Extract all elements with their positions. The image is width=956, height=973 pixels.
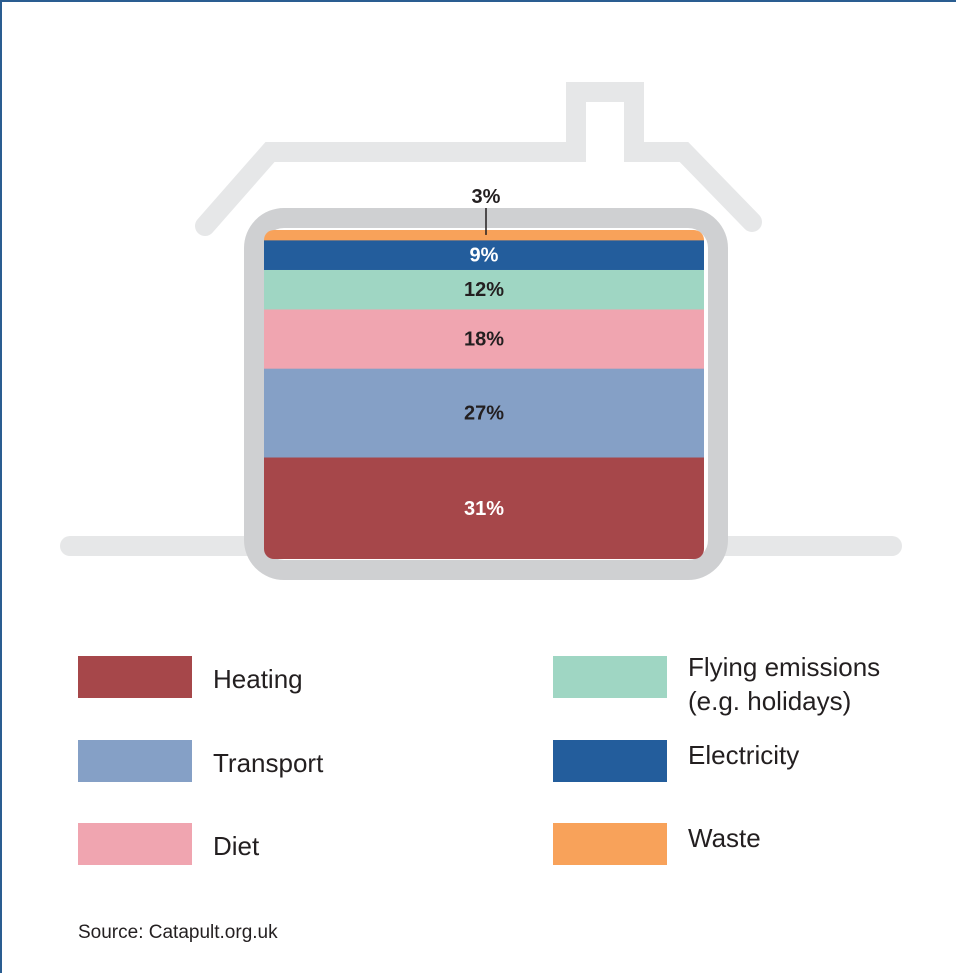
- bar-segment-flying: [264, 269, 704, 310]
- legend-swatch: [78, 740, 192, 782]
- legend-label-line2: (e.g. holidays): [688, 686, 852, 716]
- legend-label: Waste: [688, 823, 761, 853]
- legend-label: Flying emissions (e.g. holidays): [688, 650, 880, 718]
- legend-label: Diet: [213, 831, 260, 861]
- bar-labels: 31% 27% 18% 12% 9% 3%: [464, 186, 504, 520]
- legend-label-line1: Flying emissions: [688, 652, 881, 682]
- stacked-bars: [264, 230, 704, 559]
- bar-segment-transport: [264, 368, 704, 458]
- legend-swatch: [553, 740, 667, 782]
- bar-label-electricity: 9%: [470, 245, 499, 267]
- bar-label-diet: 18%: [464, 329, 504, 351]
- bar-label-flying: 12%: [464, 279, 504, 301]
- bar-segment-diet: [264, 308, 704, 369]
- legend-swatch: [78, 823, 192, 865]
- bar-label-transport: 27%: [464, 403, 504, 425]
- bar-label-heating: 31%: [464, 498, 504, 520]
- legend-swatch: [553, 656, 667, 698]
- legend-label: Transport: [213, 748, 324, 778]
- legend-label: Electricity: [688, 740, 800, 770]
- legend-swatch: [553, 823, 667, 865]
- legend-label: Heating: [213, 664, 303, 694]
- roof-outline: [195, 82, 762, 236]
- bar-label-waste: 3%: [472, 186, 501, 208]
- legend-swatch: [78, 656, 192, 698]
- bar-segment-electricity: [264, 239, 704, 270]
- bar-segment-heating: [264, 457, 704, 559]
- bar-segment-waste: [264, 230, 704, 241]
- source-note: Source: Catapult.org.uk: [78, 922, 278, 943]
